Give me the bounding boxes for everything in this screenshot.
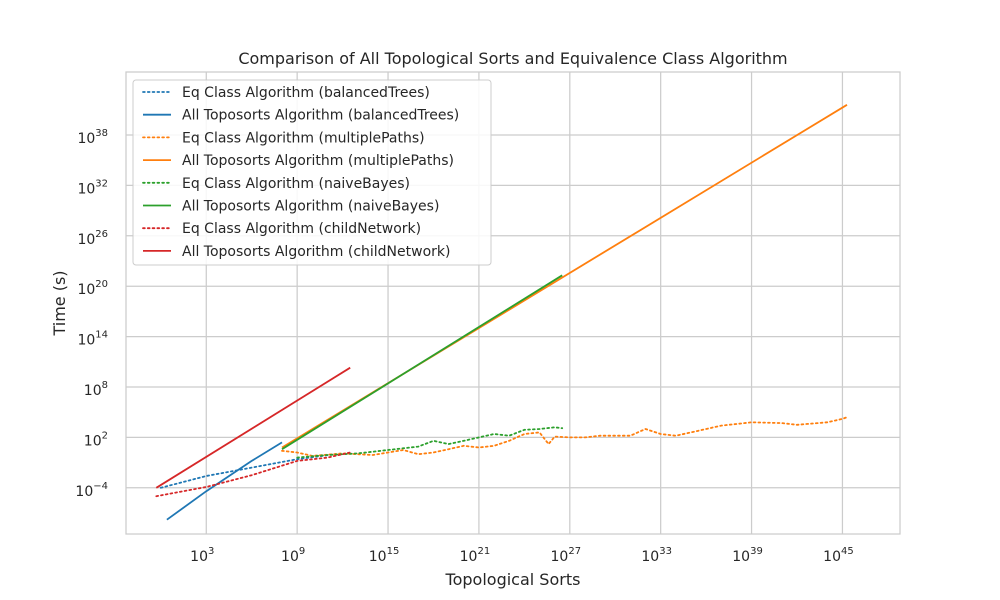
y-axis-label: Time (s) bbox=[50, 270, 69, 336]
legend-label: All Toposorts Algorithm (balancedTrees) bbox=[182, 108, 459, 124]
x-tick-labels: 103 109 1015 1021 1027 1033 1039 1045 bbox=[190, 546, 854, 565]
series-line bbox=[281, 416, 848, 457]
series-layer bbox=[155, 104, 848, 521]
legend-label: All Toposorts Algorithm (naiveBayes) bbox=[182, 199, 439, 215]
y-tick-label: 1026 bbox=[77, 229, 108, 248]
series-line bbox=[296, 426, 564, 459]
legend-label: Eq Class Algorithm (childNetwork) bbox=[182, 221, 421, 237]
x-tick-label: 1039 bbox=[732, 546, 763, 565]
x-tick-label: 1033 bbox=[641, 546, 672, 565]
series-line bbox=[155, 366, 351, 489]
legend-label: Eq Class Algorithm (naiveBayes) bbox=[182, 176, 410, 192]
series-line bbox=[155, 451, 352, 498]
series-line bbox=[281, 274, 563, 450]
y-tick-label: 10−4 bbox=[75, 481, 108, 500]
y-tick-label: 1032 bbox=[77, 178, 108, 197]
x-axis-label: Topological Sorts bbox=[445, 570, 581, 589]
legend-label: Eq Class Algorithm (multiplePaths) bbox=[182, 130, 425, 146]
legend-label: All Toposorts Algorithm (childNetwork) bbox=[182, 244, 450, 260]
legend-label: All Toposorts Algorithm (multiplePaths) bbox=[182, 153, 454, 169]
y-tick-label: 1014 bbox=[77, 330, 108, 349]
y-tick-label: 1020 bbox=[77, 279, 108, 298]
x-tick-label: 103 bbox=[190, 546, 214, 565]
x-tick-label: 1045 bbox=[823, 546, 854, 565]
series-line bbox=[166, 441, 283, 521]
legend-box bbox=[132, 79, 492, 266]
x-tick-label: 1027 bbox=[551, 546, 582, 565]
series-line bbox=[159, 453, 336, 489]
y-tick-label: 108 bbox=[84, 380, 108, 399]
x-tick-label: 1021 bbox=[460, 546, 491, 565]
legend-label: Eq Class Algorithm (balancedTrees) bbox=[182, 85, 430, 101]
legend: Eq Class Algorithm (balancedTrees) All To… bbox=[132, 79, 492, 266]
y-tick-label: 102 bbox=[84, 430, 108, 449]
legend-items: Eq Class Algorithm (balancedTrees) All To… bbox=[142, 85, 459, 260]
chart-title: Comparison of All Topological Sorts and … bbox=[238, 49, 787, 68]
y-tick-label: 1038 bbox=[77, 128, 108, 147]
x-tick-label: 1015 bbox=[369, 546, 400, 565]
x-tick-label: 109 bbox=[281, 546, 305, 565]
y-tick-labels: 10−4 102 108 1014 1020 1026 1032 1038 bbox=[75, 128, 108, 500]
